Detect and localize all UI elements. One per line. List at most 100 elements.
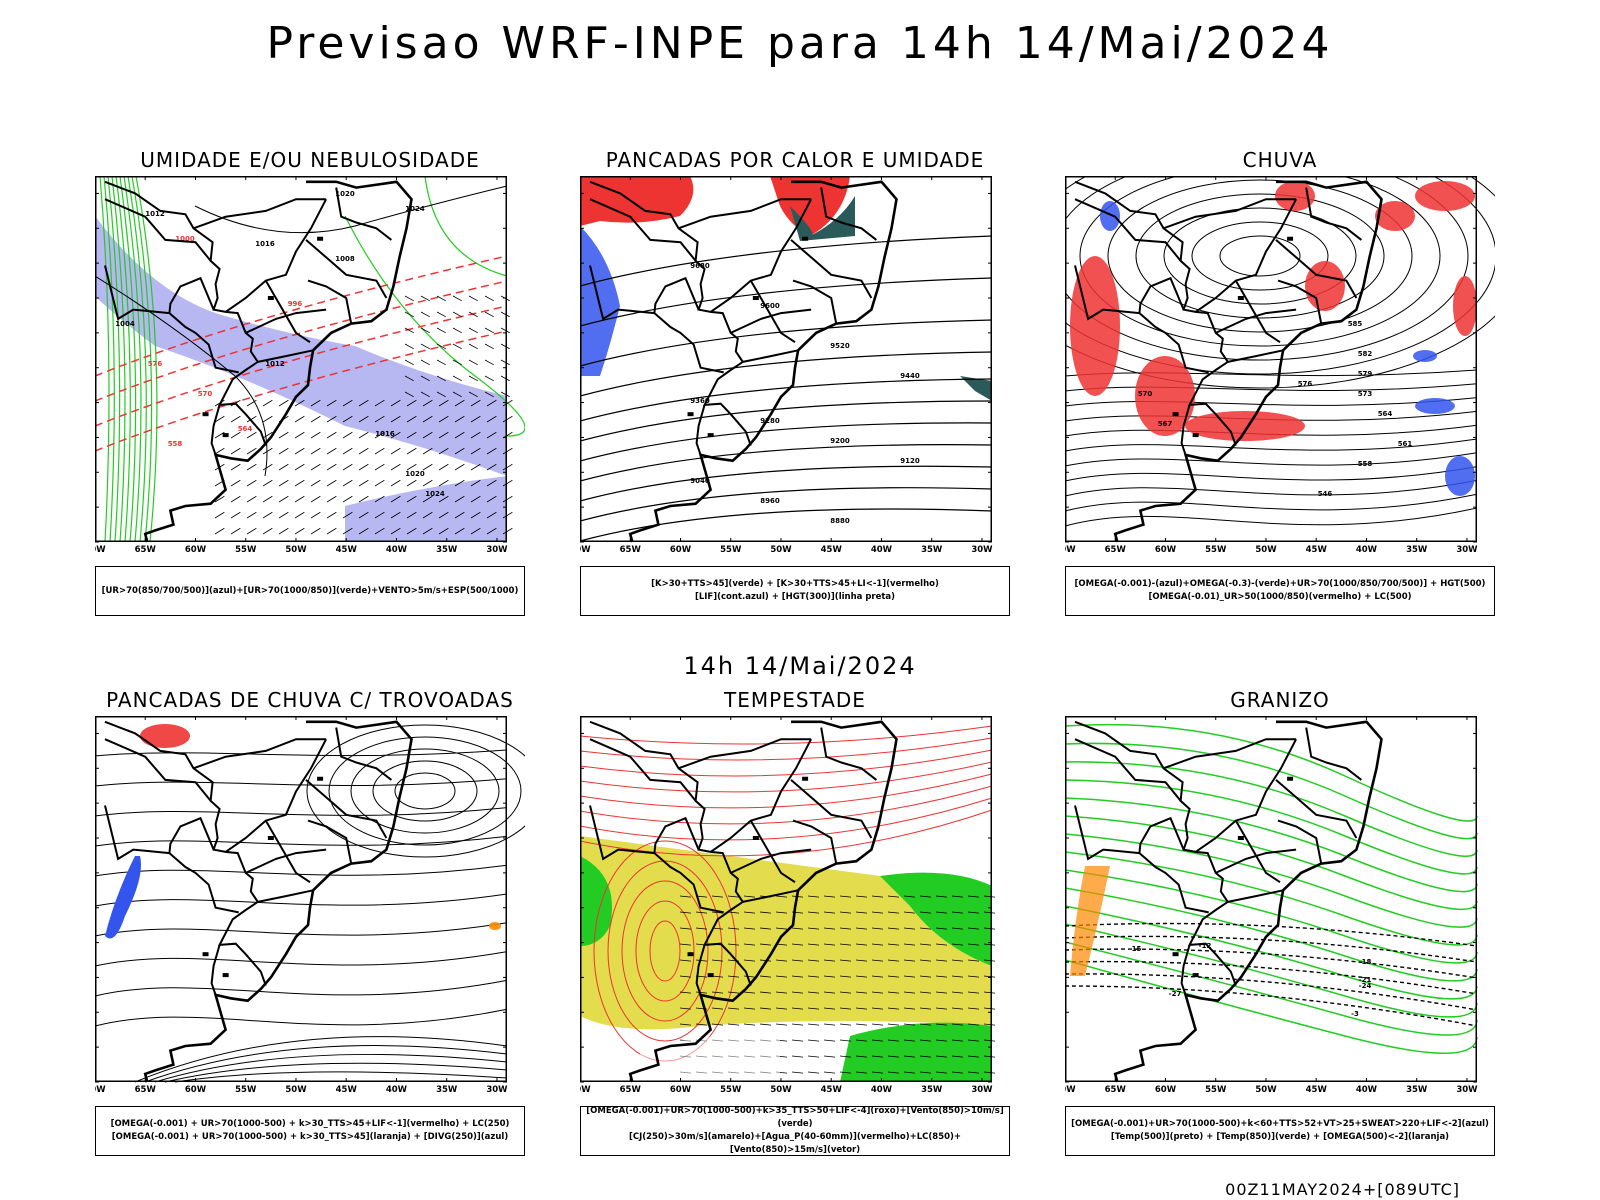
wind-vector [823, 1071, 835, 1074]
legend-box: [UR>70(850/700/500)](azul)+[UR>70(1000/8… [95, 566, 525, 616]
border-line [1234, 280, 1281, 344]
lon-label: 30W [1456, 545, 1478, 555]
lon-label: 70W [580, 545, 591, 555]
wind-vector [983, 927, 995, 930]
contour-label: -12 [1199, 942, 1212, 950]
border-line [335, 187, 393, 241]
streamline [649, 920, 681, 982]
wind-vector [342, 447, 353, 455]
contour-label: 567 [1158, 420, 1173, 428]
wind-vector [452, 311, 462, 318]
lake-mark [1287, 236, 1294, 241]
lake-mark [802, 776, 809, 781]
lake-mark [222, 973, 229, 978]
wind-vector [823, 911, 835, 914]
wind-vector [903, 1039, 915, 1042]
streamline [1065, 493, 1478, 512]
border-line [1227, 349, 1284, 363]
legend-box: [OMEGA(-0.001)-(azul)+OMEGA(-0.3)-(verde… [1065, 566, 1495, 616]
wind-vector [470, 415, 481, 423]
rain-area [1135, 356, 1195, 436]
wind-vector [404, 359, 414, 366]
wind-vector [406, 447, 417, 455]
streamline [1065, 176, 1495, 375]
wind-vector [743, 1007, 755, 1010]
wind-vector [436, 343, 446, 350]
wind-vector [743, 991, 755, 994]
temp850-contour [1065, 887, 1478, 982]
wind-vector [278, 479, 289, 487]
wind-vector [903, 1023, 915, 1026]
wind-vector [743, 895, 755, 898]
temp500-contour [1065, 960, 1478, 995]
border-line [742, 349, 799, 363]
wind-vector [406, 479, 417, 487]
contour-label: 564 [1378, 410, 1393, 418]
legend-line-2: [LIF](cont.azul) + [HGT(300)](linha pret… [694, 592, 896, 602]
border-line [1074, 198, 1182, 262]
wind-vector [903, 1071, 915, 1074]
wind-vector [775, 959, 787, 962]
border-line [730, 308, 812, 334]
border-line [1074, 180, 1237, 446]
wind-vector [951, 943, 963, 946]
wind-vector [935, 895, 947, 898]
lon-label: 60W [670, 1085, 692, 1095]
lon-label: 45W [336, 545, 358, 555]
wind-vector [454, 415, 465, 423]
humidity-contour [135, 176, 158, 543]
wind-vector [807, 895, 819, 898]
wind-vector [502, 415, 513, 423]
lake-mark [752, 836, 759, 840]
streamline [580, 737, 993, 761]
wind-vector [438, 399, 449, 407]
map-frame [580, 716, 992, 1082]
wind-vector [903, 943, 915, 946]
wind-vector [468, 311, 478, 318]
contour-label: -21 [1359, 976, 1372, 984]
wind-vector [855, 991, 867, 994]
border-line [792, 279, 838, 324]
wind-vector [358, 447, 369, 455]
wind-vector [887, 1055, 899, 1058]
lon-label: 60W [1155, 545, 1177, 555]
wind-vector [791, 959, 803, 962]
geopotential-contour [580, 400, 993, 442]
streamline [1065, 479, 1478, 497]
wind-vector [967, 1071, 979, 1074]
wind-vector [374, 431, 385, 439]
wind-vector [967, 975, 979, 978]
wind-vector [983, 1055, 995, 1058]
border-line [589, 180, 752, 446]
wind-vector [468, 391, 478, 398]
lon-label: 65W [135, 1085, 157, 1095]
wind-vector [262, 495, 273, 503]
wind-vector [452, 391, 462, 398]
wind-vector [420, 343, 430, 350]
lon-label: 65W [135, 545, 157, 555]
border-line [307, 279, 353, 324]
thickness-contour [95, 255, 508, 377]
wind-vector [436, 359, 446, 366]
wind-vector [823, 959, 835, 962]
geopotential-contour [580, 508, 993, 542]
wind-vector [807, 1023, 819, 1026]
legend-box: [OMEGA(-0.001)+UR>70(1000-500)+k>35_TTS>… [580, 1106, 1010, 1156]
wind-vector [470, 527, 481, 535]
streamline [1065, 452, 1478, 467]
border-line [1305, 187, 1363, 241]
panel-title: CHUVA [1242, 148, 1318, 172]
wind-vector [791, 1007, 803, 1010]
legend-line-1: [OMEGA(-0.001) + UR>70(1000-500) + k>30_… [110, 1119, 510, 1129]
border-line [653, 816, 724, 914]
wind-vector [310, 399, 321, 407]
panel-title: TEMPESTADE [724, 688, 866, 712]
lon-label: 40W [386, 1085, 408, 1095]
wind-vector [454, 447, 465, 455]
wind-vector [807, 959, 819, 962]
border-line [749, 280, 796, 344]
main-title: Previsao WRF-INPE para 14h 14/Mai/2024 [266, 18, 1334, 69]
wind-vector [711, 959, 723, 962]
lon-label: 45W [336, 1085, 358, 1095]
lon-label: 55W [720, 1085, 742, 1095]
